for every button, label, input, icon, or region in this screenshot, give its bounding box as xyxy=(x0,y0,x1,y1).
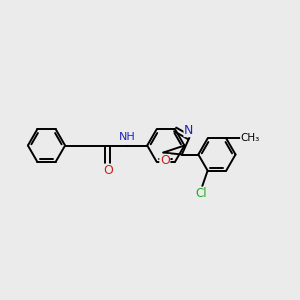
Text: Cl: Cl xyxy=(195,187,206,200)
Text: CH₃: CH₃ xyxy=(241,134,260,143)
Text: NH: NH xyxy=(118,131,135,142)
Text: O: O xyxy=(160,154,170,167)
Text: N: N xyxy=(184,124,194,136)
Text: O: O xyxy=(103,164,113,177)
